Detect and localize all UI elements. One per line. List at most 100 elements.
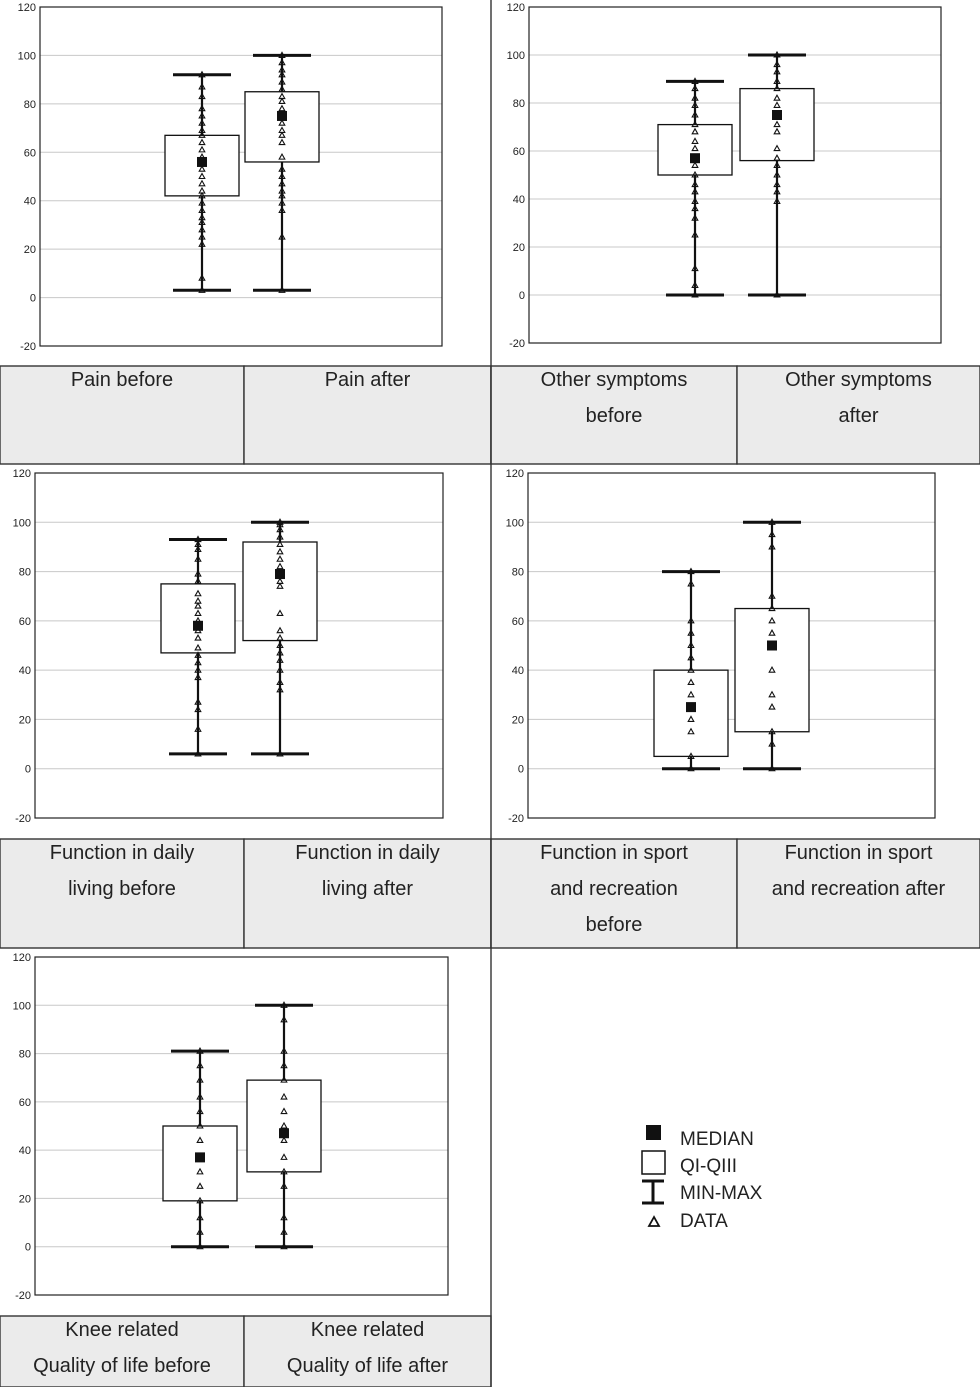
- data-point: [196, 1136, 204, 1144]
- y-tick-label: 120: [18, 2, 36, 14]
- y-tick-label: 120: [13, 468, 31, 480]
- data-point: [194, 633, 202, 641]
- label-row-2: Other symptoms before Other symptoms after: [490, 365, 980, 465]
- y-tick-label: 20: [513, 242, 525, 254]
- category-label-line: Knee related: [311, 1319, 424, 1341]
- category-label-line: Quality of life after: [287, 1355, 449, 1377]
- data-point: [768, 702, 776, 710]
- data-point: [773, 127, 781, 135]
- data-point: [194, 749, 202, 757]
- plot-frame: [527, 472, 936, 819]
- data-point: [194, 540, 202, 548]
- data-point: [691, 264, 699, 272]
- data-point: [280, 1121, 288, 1129]
- data-point: [691, 161, 699, 168]
- data-point: [687, 678, 695, 686]
- y-tick-label: 60: [512, 616, 524, 628]
- data-point: [194, 651, 202, 658]
- data-point: [276, 666, 284, 673]
- category-label-line: Function in daily: [50, 842, 195, 864]
- data-point: [280, 1167, 288, 1175]
- data-point: [691, 101, 699, 108]
- data-point: [196, 1092, 204, 1100]
- data-point: [276, 678, 284, 686]
- data-point: [278, 70, 286, 78]
- data-point: [691, 144, 699, 152]
- plot-frame: [34, 472, 444, 819]
- data-point: [773, 170, 781, 178]
- data-point: [768, 727, 776, 735]
- data-point: [278, 58, 286, 66]
- data-point: [278, 286, 286, 293]
- y-tick-label: 20: [19, 1193, 31, 1205]
- data-point: [278, 186, 286, 194]
- data-point: [280, 1107, 288, 1115]
- median-marker: [767, 640, 777, 651]
- category-label-cell: [243, 1315, 492, 1388]
- data-point: [278, 51, 286, 58]
- data-point: [198, 172, 206, 180]
- y-tick-label: 0: [25, 1242, 31, 1254]
- data-point: [687, 579, 695, 587]
- data-point: [198, 70, 206, 78]
- plot-frame: [39, 6, 443, 347]
- y-tick-label: 40: [513, 194, 525, 206]
- data-point: [278, 206, 286, 213]
- data-point: [691, 137, 699, 144]
- y-tick-label: 0: [519, 290, 525, 302]
- data-point: [198, 186, 206, 194]
- data-point: [768, 666, 776, 673]
- data-point: [198, 232, 206, 240]
- data-point: [768, 764, 776, 772]
- data-point: [768, 542, 776, 550]
- data-point: [773, 77, 781, 84]
- data-point: [194, 609, 202, 617]
- data-point: [198, 179, 206, 187]
- data-point: [198, 274, 206, 281]
- data-point: [773, 60, 781, 68]
- data-point: [276, 532, 284, 540]
- category-label: Knee related Quality of life before: [33, 1319, 211, 1377]
- data-point: [691, 170, 699, 178]
- data-point: [691, 290, 699, 298]
- category-label: Other symptoms before: [541, 369, 688, 427]
- data-point: [280, 1228, 288, 1235]
- data-point: [198, 213, 206, 221]
- box-series-2: [734, 518, 810, 772]
- y-tick-label: 80: [19, 567, 31, 579]
- category-label: Function in sport and recreation after: [772, 842, 946, 900]
- box-series-2: [246, 1001, 322, 1250]
- category-label-line: Function in daily: [295, 842, 440, 864]
- data-point: [194, 658, 202, 666]
- data-point: [196, 1196, 204, 1204]
- data-point: [768, 629, 776, 636]
- data-point: [278, 126, 286, 134]
- data-point: [198, 111, 206, 119]
- box-series-1: [164, 70, 240, 293]
- data-point: [276, 749, 284, 757]
- data-point: [276, 641, 284, 649]
- box-series-1: [162, 1047, 238, 1250]
- iqr-box: [657, 123, 733, 176]
- category-label-cell: [0, 838, 245, 949]
- data-point: [691, 110, 699, 118]
- data-point: [773, 94, 781, 101]
- label-row-5: Knee related Quality of life before Knee r…: [0, 1315, 492, 1388]
- data-point: [196, 1076, 204, 1083]
- data-point: [773, 67, 781, 75]
- label-row-4: Function in sport and recreation beforeFun…: [490, 838, 980, 949]
- data-point: [691, 120, 699, 128]
- y-tick-label: 40: [19, 1145, 31, 1157]
- category-label-line: Other symptoms: [541, 369, 688, 391]
- data-point: [198, 104, 206, 112]
- y-tick-label: 20: [24, 244, 36, 256]
- median-marker: [772, 110, 782, 120]
- data-point: [278, 191, 286, 199]
- legend-minmax-label: MIN-MAX: [680, 1183, 763, 1204]
- data-point: [194, 577, 202, 584]
- data-point: [773, 101, 781, 108]
- data-point: [278, 199, 286, 206]
- y-tick-label: 80: [19, 1049, 31, 1061]
- category-label-cell: [736, 365, 980, 465]
- data-point: [773, 290, 781, 298]
